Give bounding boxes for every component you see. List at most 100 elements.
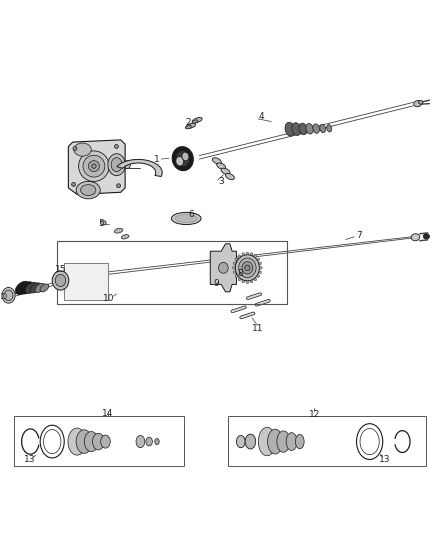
Ellipse shape xyxy=(246,252,249,255)
Ellipse shape xyxy=(250,280,253,283)
Ellipse shape xyxy=(235,255,259,281)
Ellipse shape xyxy=(155,439,159,445)
Ellipse shape xyxy=(306,124,313,134)
Ellipse shape xyxy=(88,161,99,172)
Text: 7: 7 xyxy=(357,231,363,239)
Ellipse shape xyxy=(114,228,123,233)
Ellipse shape xyxy=(72,182,76,187)
Text: 2: 2 xyxy=(186,118,191,127)
Ellipse shape xyxy=(146,437,152,446)
Ellipse shape xyxy=(259,262,261,265)
Ellipse shape xyxy=(233,271,236,273)
Ellipse shape xyxy=(411,234,420,241)
Ellipse shape xyxy=(242,262,253,274)
Ellipse shape xyxy=(313,124,319,133)
Ellipse shape xyxy=(25,282,37,294)
Ellipse shape xyxy=(285,123,295,136)
Ellipse shape xyxy=(250,253,253,255)
Ellipse shape xyxy=(238,278,241,281)
Ellipse shape xyxy=(424,234,429,239)
Ellipse shape xyxy=(219,262,228,273)
Ellipse shape xyxy=(92,164,96,168)
Ellipse shape xyxy=(2,294,5,299)
Ellipse shape xyxy=(52,271,69,290)
Ellipse shape xyxy=(100,221,106,225)
Ellipse shape xyxy=(55,274,66,287)
Ellipse shape xyxy=(15,281,30,295)
Text: 14: 14 xyxy=(102,409,113,418)
Ellipse shape xyxy=(257,258,260,261)
Ellipse shape xyxy=(259,271,261,273)
Ellipse shape xyxy=(292,123,301,135)
Ellipse shape xyxy=(30,283,41,293)
Ellipse shape xyxy=(81,184,96,196)
Ellipse shape xyxy=(68,428,86,455)
Ellipse shape xyxy=(299,123,307,135)
Text: 6: 6 xyxy=(188,211,194,220)
Ellipse shape xyxy=(4,290,13,301)
Ellipse shape xyxy=(268,429,283,454)
Ellipse shape xyxy=(186,126,191,129)
Ellipse shape xyxy=(171,212,201,224)
Ellipse shape xyxy=(172,147,193,171)
Ellipse shape xyxy=(0,294,3,299)
Ellipse shape xyxy=(186,123,196,128)
Ellipse shape xyxy=(20,282,34,294)
Polygon shape xyxy=(210,244,237,292)
Polygon shape xyxy=(117,159,162,176)
Ellipse shape xyxy=(277,431,290,453)
Ellipse shape xyxy=(245,434,256,449)
Text: 15: 15 xyxy=(55,265,67,274)
Ellipse shape xyxy=(76,430,92,454)
Ellipse shape xyxy=(73,147,77,151)
Ellipse shape xyxy=(238,255,241,257)
Bar xyxy=(64,263,108,300)
Ellipse shape xyxy=(242,280,244,283)
Ellipse shape xyxy=(121,235,129,239)
Ellipse shape xyxy=(79,151,109,181)
Ellipse shape xyxy=(246,281,249,284)
Text: 3: 3 xyxy=(218,177,224,186)
Text: 13: 13 xyxy=(379,455,391,464)
Text: 8: 8 xyxy=(237,269,243,278)
Ellipse shape xyxy=(414,101,421,107)
Ellipse shape xyxy=(111,158,122,172)
Ellipse shape xyxy=(2,287,15,303)
Ellipse shape xyxy=(245,265,250,271)
Ellipse shape xyxy=(108,154,125,175)
Ellipse shape xyxy=(235,275,238,278)
Text: 10: 10 xyxy=(103,294,115,303)
Text: 9: 9 xyxy=(213,279,219,288)
Ellipse shape xyxy=(74,143,91,156)
Text: 11: 11 xyxy=(252,325,263,334)
Ellipse shape xyxy=(4,294,7,299)
Ellipse shape xyxy=(176,157,184,166)
Ellipse shape xyxy=(258,427,276,456)
Text: 5: 5 xyxy=(98,219,104,228)
Ellipse shape xyxy=(254,255,257,257)
Ellipse shape xyxy=(35,284,45,293)
Ellipse shape xyxy=(327,125,332,132)
Ellipse shape xyxy=(260,266,262,269)
Ellipse shape xyxy=(0,294,1,299)
Text: 1: 1 xyxy=(154,155,160,164)
Ellipse shape xyxy=(320,124,325,133)
Ellipse shape xyxy=(114,144,118,148)
Ellipse shape xyxy=(221,168,230,174)
Ellipse shape xyxy=(257,275,260,278)
Ellipse shape xyxy=(175,215,197,222)
Text: 13: 13 xyxy=(24,455,36,464)
Ellipse shape xyxy=(233,266,235,269)
Ellipse shape xyxy=(176,151,190,167)
Ellipse shape xyxy=(237,435,245,448)
Ellipse shape xyxy=(286,433,297,450)
Ellipse shape xyxy=(419,101,423,104)
Ellipse shape xyxy=(192,117,202,123)
Ellipse shape xyxy=(242,253,244,255)
Bar xyxy=(14,416,184,466)
Ellipse shape xyxy=(235,258,238,261)
Ellipse shape xyxy=(217,163,226,169)
Text: 4: 4 xyxy=(259,112,265,121)
Ellipse shape xyxy=(124,161,131,168)
Ellipse shape xyxy=(84,432,98,451)
